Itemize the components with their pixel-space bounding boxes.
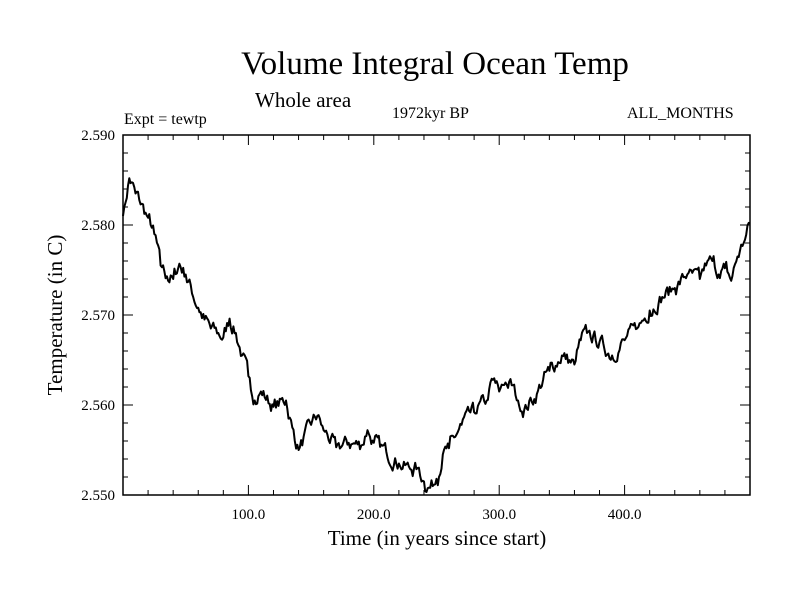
y-tick-label: 2.580: [81, 218, 115, 234]
y-axis-label: Temperature (in C): [43, 235, 67, 396]
period-label: 1972kyr BP: [392, 105, 469, 122]
y-tick-label: 2.570: [81, 308, 115, 324]
chart-subtitle: Whole area: [255, 88, 352, 112]
months-label: ALL_MONTHS: [627, 105, 734, 122]
series-line: [122, 177, 751, 493]
y-tick-label: 2.590: [81, 128, 115, 144]
x-tick-label: 200.0: [357, 507, 391, 523]
x-axis-label: Time (in years since start): [328, 526, 547, 550]
experiment-label: Expt = tewtp: [124, 111, 207, 128]
chart-title: Volume Integral Ocean Temp: [241, 46, 629, 82]
plot-frame: [122, 134, 751, 496]
y-tick-label: 2.550: [81, 488, 115, 504]
y-tick-label: 2.560: [81, 398, 115, 414]
x-tick-label: 300.0: [482, 507, 516, 523]
axis-tick-labels: 100.0 200.0 300.0 400.0 2.550 2.560 2.570 2.580…: [81, 128, 641, 523]
x-tick-label: 400.0: [608, 507, 642, 523]
axis-ticks: [123, 135, 750, 495]
x-tick-label: 100.0: [232, 507, 266, 523]
